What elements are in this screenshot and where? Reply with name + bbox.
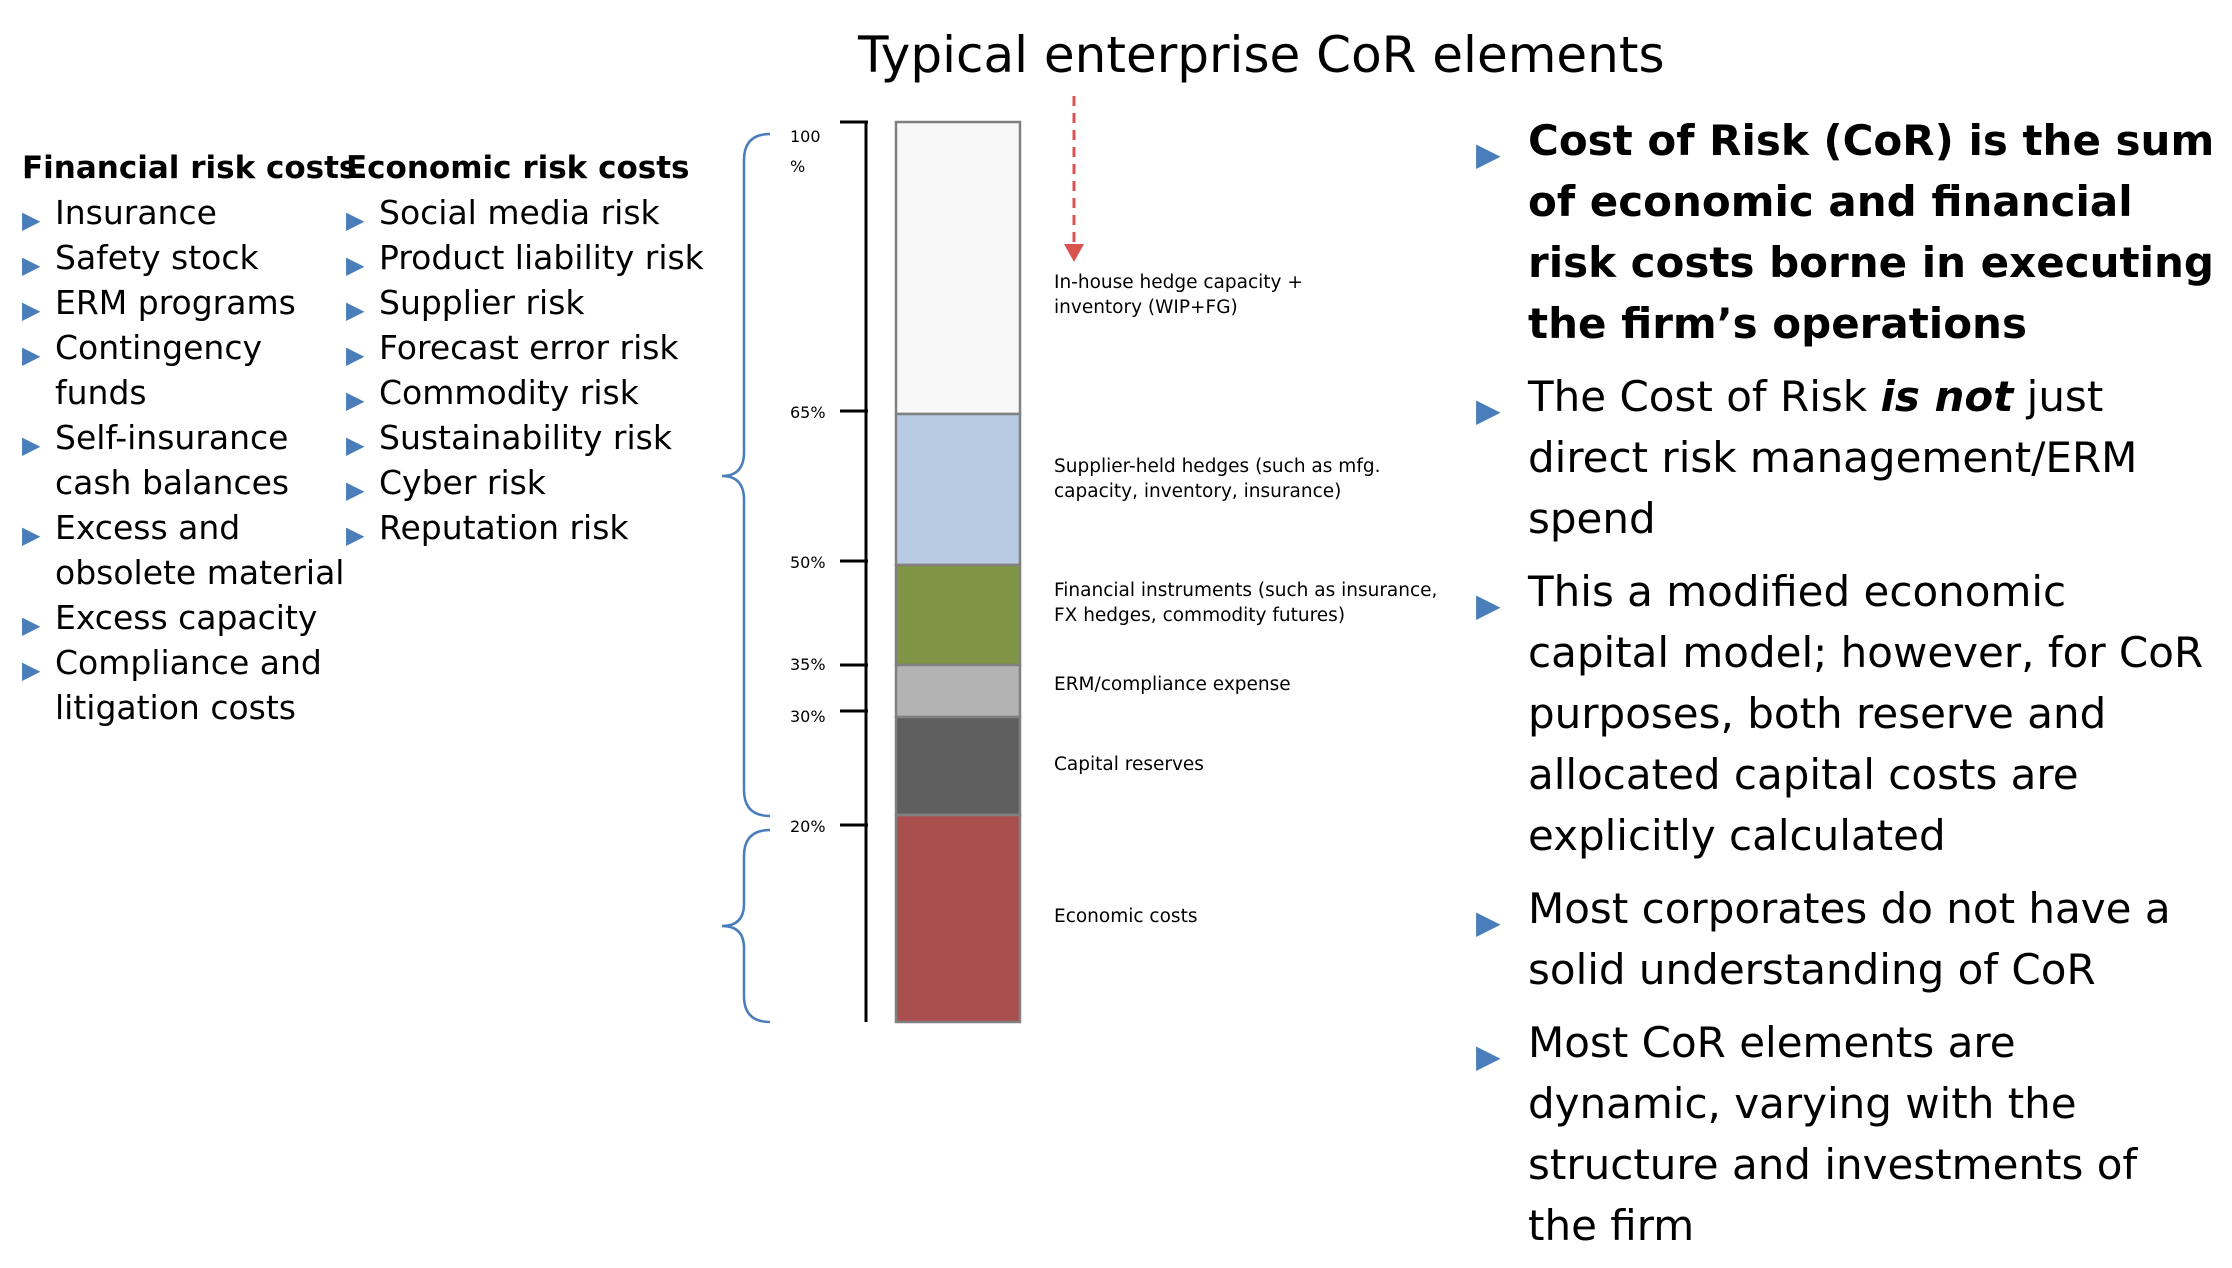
key-points-list: ▶ Cost of Risk (CoR) is the sum of econom… (1476, 110, 2216, 1268)
segment-label-in-house-hedge-2: inventory (WIP+FG) (1054, 297, 1238, 318)
list-item: ▶ Excess and obsolete material (22, 508, 345, 592)
economic-risk-costs-list: Economic risk costs ▶ Social media risk ▶… (346, 150, 706, 550)
list-item: ▶ Social media risk (346, 190, 706, 235)
financial-brace-icon (721, 132, 771, 818)
list-item: ▶ Insurance (22, 190, 352, 235)
financial-heading: Financial risk costs (22, 150, 358, 186)
bullet-triangle-icon: ▶ (22, 656, 41, 684)
economic-brace-icon (721, 828, 771, 1024)
bullet-triangle-icon: ▶ (346, 206, 365, 234)
bullet-triangle-icon: ▶ (22, 431, 41, 459)
segment-label-financial: Financial instruments (such as insurance… (1054, 580, 1437, 601)
bullet-triangle-icon: ▶ (346, 521, 365, 549)
segment-financial-instruments (894, 563, 1022, 667)
key-point-item: ▶ The Cost of Risk is not just direct ris… (1476, 372, 2138, 543)
segment-label-financial-2: FX hedges, commodity futures) (1054, 605, 1345, 626)
segment-label-supplier-2: capacity, inventory, insurance) (1054, 481, 1341, 502)
tick-label-35: 35% (790, 655, 826, 674)
list-item: ▶ Self-insurance cash balances (22, 418, 290, 502)
list-item: ▶ Forecast error risk (346, 325, 706, 370)
list-item: ▶ Reputation risk (346, 505, 706, 550)
bullet-triangle-icon: ▶ (346, 341, 365, 369)
segment-capital-reserves (894, 715, 1022, 817)
segment-in-house-hedge (894, 120, 1022, 416)
bullet-triangle-icon: ▶ (1476, 903, 1501, 941)
segment-erm-compliance (894, 663, 1022, 719)
arrow-down-icon (1064, 244, 1084, 262)
key-point-item: ▶ This a modified economic capital model;… (1476, 567, 2204, 860)
bullet-triangle-icon: ▶ (346, 476, 365, 504)
key-point-item: ▶ Cost of Risk (CoR) is the sum of econom… (1476, 116, 2215, 348)
bullet-triangle-icon: ▶ (1476, 1037, 1501, 1075)
key-point-item: ▶ Most CoR elements are dynamic, varying … (1476, 1018, 2138, 1250)
tick-label-100-pct: % (790, 157, 805, 176)
segment-economic-costs (894, 813, 1022, 1024)
bullet-triangle-icon: ▶ (1476, 135, 1501, 173)
tick-label-30: 30% (790, 707, 826, 726)
cor-stacked-bar-diagram: 100 % 65% 50% 35% 30% 20% In-house hedge… (721, 96, 1437, 1024)
list-item: ▶ Supplier risk (346, 280, 706, 325)
financial-risk-costs-list: Financial risk costs ▶ Insurance ▶ Safety … (22, 150, 358, 730)
tick-label-100: 100 (790, 127, 821, 146)
bullet-triangle-icon: ▶ (22, 341, 41, 369)
list-item: ▶ ERM programs (22, 280, 352, 325)
tick-label-20: 20% (790, 817, 826, 836)
bullet-triangle-icon: ▶ (346, 251, 365, 279)
bullet-triangle-icon: ▶ (346, 296, 365, 324)
economic-heading: Economic risk costs (346, 150, 690, 186)
tick-label-50: 50% (790, 553, 826, 572)
segment-label-in-house-hedge: In-house hedge capacity + (1054, 272, 1303, 293)
segment-label-capital: Capital reserves (1054, 754, 1204, 775)
list-item: ▶ Product liability risk (346, 235, 706, 280)
bullet-triangle-icon: ▶ (346, 431, 365, 459)
bullet-triangle-icon: ▶ (22, 521, 41, 549)
bullet-triangle-icon: ▶ (346, 386, 365, 414)
bullet-triangle-icon: ▶ (22, 251, 41, 279)
list-item: ▶ Safety stock (22, 235, 352, 280)
segment-label-economic: Economic costs (1054, 906, 1197, 927)
bullet-triangle-icon: ▶ (1476, 586, 1501, 624)
segment-label-supplier: Supplier-held hedges (such as mfg. (1054, 456, 1380, 477)
list-item: ▶ Contingency funds (22, 328, 263, 412)
list-item: ▶ Cyber risk (346, 460, 706, 505)
page-title: Typical enterprise CoR elements (858, 26, 1665, 84)
list-item: ▶ Excess capacity (22, 595, 352, 640)
segment-supplier-held-hedges (894, 412, 1022, 567)
tick-label-65: 65% (790, 403, 826, 422)
list-item: ▶ Commodity risk (346, 370, 706, 415)
list-item: ▶ Sustainability risk (346, 415, 706, 460)
bullet-triangle-icon: ▶ (22, 296, 41, 324)
bullet-triangle-icon: ▶ (1476, 391, 1501, 429)
key-point-item: ▶ Most corporates do not have a solid und… (1476, 884, 2171, 994)
bullet-triangle-icon: ▶ (22, 611, 41, 639)
list-item: ▶ Compliance and litigation costs (22, 643, 322, 727)
bullet-triangle-icon: ▶ (22, 206, 41, 234)
segment-label-erm: ERM/compliance expense (1054, 674, 1291, 695)
